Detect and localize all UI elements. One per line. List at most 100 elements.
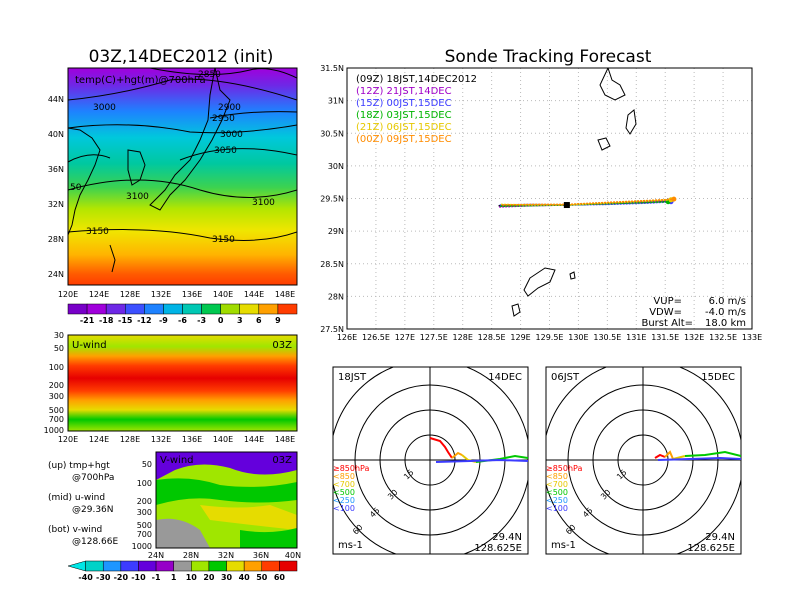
- left-title: 03Z,14DEC2012 (init): [89, 47, 274, 67]
- level-tick: 50: [54, 344, 64, 353]
- hodo-segment-250: [684, 450, 741, 457]
- hodo-date: 15DEC: [701, 372, 735, 383]
- colorbar-swatch: [226, 560, 245, 572]
- lat-tick: 32N: [218, 551, 234, 560]
- colorbar-label: -9: [159, 316, 168, 325]
- lon-tick: 144E: [244, 435, 264, 444]
- track-lines: [498, 196, 677, 209]
- colorbar-label: 3: [237, 316, 243, 325]
- track-series: [500, 201, 669, 208]
- lon-tick: 132E: [151, 435, 171, 444]
- colorbar-swatch: [243, 560, 263, 572]
- right-title: Sonde Tracking Forecast: [445, 47, 652, 67]
- u-wind-panel: U-wind 03Z 30 50 100 200 300 500 700 100…: [44, 331, 298, 444]
- lon-tick: 126E: [337, 333, 357, 342]
- level-legend: <500: [546, 488, 568, 497]
- coastline: [109, 244, 116, 273]
- u-wind-field: [68, 335, 297, 431]
- hodo-lon: 128.625E: [687, 543, 735, 554]
- colorbar-label: -12: [137, 316, 151, 325]
- hodograph-left: 18JST 14DEC 15 30 45 60 ≥850hPa <850 <70…: [332, 366, 529, 555]
- hodo-segment-100: [657, 456, 741, 461]
- lon-tick: 130E: [568, 333, 588, 342]
- lon-tick: 128.5E: [478, 333, 506, 342]
- lat-tick: 30.5N: [320, 129, 344, 138]
- temperature-field: [68, 68, 297, 285]
- contour-label: 50: [70, 183, 82, 193]
- lon-tick: 127.5E: [420, 333, 448, 342]
- u-wind-time: 03Z: [272, 340, 292, 351]
- colorbar-label: -20: [114, 573, 129, 582]
- contour-label: 2850: [198, 70, 221, 80]
- hodo-unit: ms-1: [338, 540, 363, 551]
- lon-tick: 132E: [684, 333, 704, 342]
- lon-tick: 140E: [213, 435, 233, 444]
- lon-tick: 126.5E: [362, 333, 390, 342]
- track-frame: [346, 67, 753, 330]
- lon-tick: 128E: [120, 290, 140, 299]
- contour-label: 3000: [93, 103, 116, 113]
- wind-colorbar: -40 -30 -20 -10 -1 1 10 20 30 40 50 60: [67, 560, 298, 582]
- lat-tick: 40N: [285, 551, 301, 560]
- colorbar-label: -10: [131, 573, 146, 582]
- temperature-map: temp(C)+hgt(m)@700hPa 2850 2900 2950 300…: [48, 67, 298, 299]
- coastline: [149, 68, 231, 211]
- level-legend: <850: [546, 472, 568, 481]
- lat-tick: 28.5N: [320, 260, 344, 269]
- track-grid: 31.5N31N30.5N30N29.5N29N28.5N28N27.5N126…: [320, 64, 762, 342]
- colorbar-label: 0: [218, 316, 224, 325]
- hodograph-right: 06JST 15DEC 15 30 45 60 ≥850hPa <850 <70…: [545, 366, 742, 555]
- lat-tick: 31N: [328, 97, 344, 106]
- level-legend: <250: [546, 496, 568, 505]
- hodo-segment-700: [451, 451, 463, 459]
- hodo-unit: ms-1: [551, 540, 576, 551]
- lon-tick: 131.5E: [651, 333, 679, 342]
- colorbar-arrow: [67, 560, 86, 572]
- level-legend: <850: [333, 472, 355, 481]
- colorbar-swatch: [182, 303, 202, 315]
- coastline: [625, 109, 637, 135]
- legend-entry: (09Z) 18JST,14DEC2012: [356, 74, 477, 85]
- lon-tick: 129.5E: [536, 333, 564, 342]
- hodo-lat: 29.4N: [705, 532, 735, 543]
- note-line: (bot) v-wind: [48, 525, 102, 535]
- colorbar-label: -6: [178, 316, 187, 325]
- lon-tick: 136E: [182, 290, 202, 299]
- param-value: -4.0 m/s: [705, 307, 746, 318]
- coastline: [127, 149, 146, 186]
- track-panel: 31.5N31N30.5N30N29.5N29N28.5N28N27.5N126…: [320, 64, 762, 342]
- lat-tick: 24N: [48, 270, 64, 279]
- colorbar-swatch: [208, 560, 227, 572]
- height-contour: [179, 148, 297, 161]
- level-legend: <100: [546, 504, 568, 513]
- level-tick: 200: [49, 381, 64, 390]
- lat-tick: 29N: [328, 227, 344, 236]
- colorbar-label: 6: [256, 316, 262, 325]
- colorbar-label: -3: [197, 316, 206, 325]
- colorbar-label: -21: [80, 316, 95, 325]
- height-contour: [149, 68, 297, 79]
- level-tick: 50: [142, 460, 152, 469]
- level-tick: 100: [137, 479, 152, 488]
- lon-tick: 128E: [453, 333, 473, 342]
- lon-tick: 120E: [58, 435, 78, 444]
- colorbar-swatch: [220, 303, 241, 315]
- lon-tick: 128E: [120, 435, 140, 444]
- level-tick: 200: [137, 497, 152, 506]
- level-legend: ≥850hPa: [333, 464, 370, 473]
- lon-tick: 131E: [626, 333, 646, 342]
- lon-tick: 132.5E: [709, 333, 737, 342]
- colorbar-swatch: [191, 560, 210, 572]
- lat-tick: 32N: [48, 200, 64, 209]
- note-line: (mid) u-wind: [48, 493, 105, 503]
- hodo-segment-850: [429, 437, 453, 459]
- colorbar-label: -1: [152, 573, 161, 582]
- contour-label: 3150: [86, 227, 109, 237]
- track-params: VUP= 6.0 m/s VDW= -4.0 m/s Burst Alt= 18…: [641, 296, 746, 329]
- launch-point: [563, 202, 570, 209]
- contour-label: 3050: [214, 146, 237, 156]
- level-tick: 1000: [44, 426, 64, 435]
- note-line: (up) tmp+hgt: [48, 461, 110, 471]
- colorbar-label: -18: [99, 316, 114, 325]
- lon-tick: 127E: [395, 333, 415, 342]
